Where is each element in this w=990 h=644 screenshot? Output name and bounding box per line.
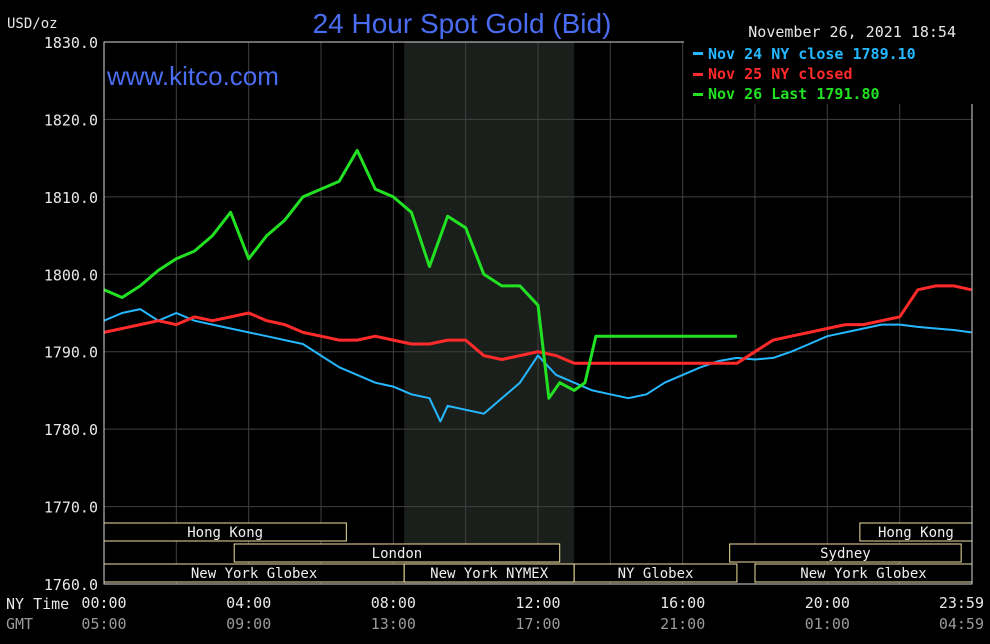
x-tick-label-ny: 08:00 xyxy=(371,594,416,612)
legend-swatch-nov26 xyxy=(693,93,703,96)
session-label: London xyxy=(372,546,423,562)
session-label: Hong Kong xyxy=(878,525,954,541)
nymex-session-shade xyxy=(404,42,575,584)
x-tick-label-gmt: 05:00 xyxy=(81,615,126,633)
y-tick-label: 1770.0 xyxy=(44,499,98,517)
session-box xyxy=(573,563,738,583)
plot-frame xyxy=(103,41,973,585)
price-lines xyxy=(103,148,972,423)
session-bar: NY Globex xyxy=(573,563,738,583)
price-line-nov24 xyxy=(103,308,972,423)
legend-label-nov26: Nov 26 Last 1791.80 xyxy=(708,85,880,103)
session-label: New York Globex xyxy=(191,566,317,582)
session-label: Sydney xyxy=(820,546,871,562)
y-axis-unit: USD/oz xyxy=(7,16,58,32)
market-sessions: Hong Kong Hong Kong London Sydney New York G… xyxy=(103,522,973,583)
session-label: New York Globex xyxy=(800,566,926,582)
legend-swatch-nov25 xyxy=(693,73,703,76)
x-tick-label-gmt: 17:00 xyxy=(515,615,560,633)
y-tick-label: 1830.0 xyxy=(44,34,98,52)
session-bar: London xyxy=(233,543,561,563)
legend-label-nov24: Nov 24 NY close 1789.10 xyxy=(708,45,916,63)
session-bar: Sydney xyxy=(729,543,962,563)
x-tick-label-ny: 23:59 xyxy=(939,594,984,612)
x-tick-label-ny: 20:00 xyxy=(805,594,850,612)
legend: Nov 24 NY close 1789.10 Nov 25 NY closed… xyxy=(684,41,973,104)
x-tick-label-gmt: 04:59 xyxy=(939,615,984,633)
session-label: New York NYMEX xyxy=(430,566,549,582)
x-tick-label-gmt: 01:00 xyxy=(805,615,850,633)
y-tick-label: 1800.0 xyxy=(44,266,98,284)
legend-swatch-nov24 xyxy=(693,52,703,55)
session-box xyxy=(233,543,561,563)
x-tick-label-ny: 04:00 xyxy=(226,594,271,612)
legend-item-nov24: Nov 24 NY close 1789.10 xyxy=(693,45,916,63)
x-tick-label-ny: 16:00 xyxy=(660,594,705,612)
y-axis-ticks: 1830.0 1820.0 1810.0 1800.0 1790.0 1780.0 1770… xyxy=(44,34,98,594)
chart-title: 24 Hour Spot Gold (Bid) xyxy=(313,8,612,39)
legend-label-nov25: Nov 25 NY closed xyxy=(708,65,853,83)
session-label: NY Globex xyxy=(618,566,694,582)
x-axis-ticks: 00:00 04:00 08:00 12:00 16:00 20:00 23:59 05:00… xyxy=(81,594,984,633)
y-tick-label: 1820.0 xyxy=(44,111,98,129)
price-line-nov26 xyxy=(103,148,737,400)
timestamp: November 26, 2021 18:54 xyxy=(748,23,956,41)
legend-box xyxy=(684,41,973,104)
gmt-label: GMT xyxy=(6,615,33,633)
price-line-nov25 xyxy=(103,284,972,365)
legend-item-nov26: Nov 26 Last 1791.80 xyxy=(693,85,880,103)
session-bar: New York Globex xyxy=(754,563,973,583)
site-url: www.kitco.com xyxy=(106,61,279,91)
legend-item-nov25: Nov 25 NY closed xyxy=(693,65,853,83)
session-bar: New York NYMEX xyxy=(403,563,575,583)
session-bar: Hong Kong xyxy=(103,522,347,542)
session-label: Hong Kong xyxy=(187,525,263,541)
session-box xyxy=(729,543,962,563)
y-tick-label: 1780.0 xyxy=(44,421,98,439)
x-tick-label-gmt: 21:00 xyxy=(660,615,705,633)
session-bar: New York Globex xyxy=(103,563,405,583)
x-tick-label-gmt: 13:00 xyxy=(371,615,416,633)
x-tick-label-ny: 00:00 xyxy=(81,594,126,612)
ny-time-label: NY Time xyxy=(6,595,69,613)
y-tick-label: 1810.0 xyxy=(44,189,98,207)
y-tick-label: 1760.0 xyxy=(44,576,98,594)
x-tick-label-gmt: 09:00 xyxy=(226,615,271,633)
y-tick-label: 1790.0 xyxy=(44,344,98,362)
x-tick-label-ny: 12:00 xyxy=(515,594,560,612)
session-bar: Hong Kong xyxy=(859,522,973,542)
